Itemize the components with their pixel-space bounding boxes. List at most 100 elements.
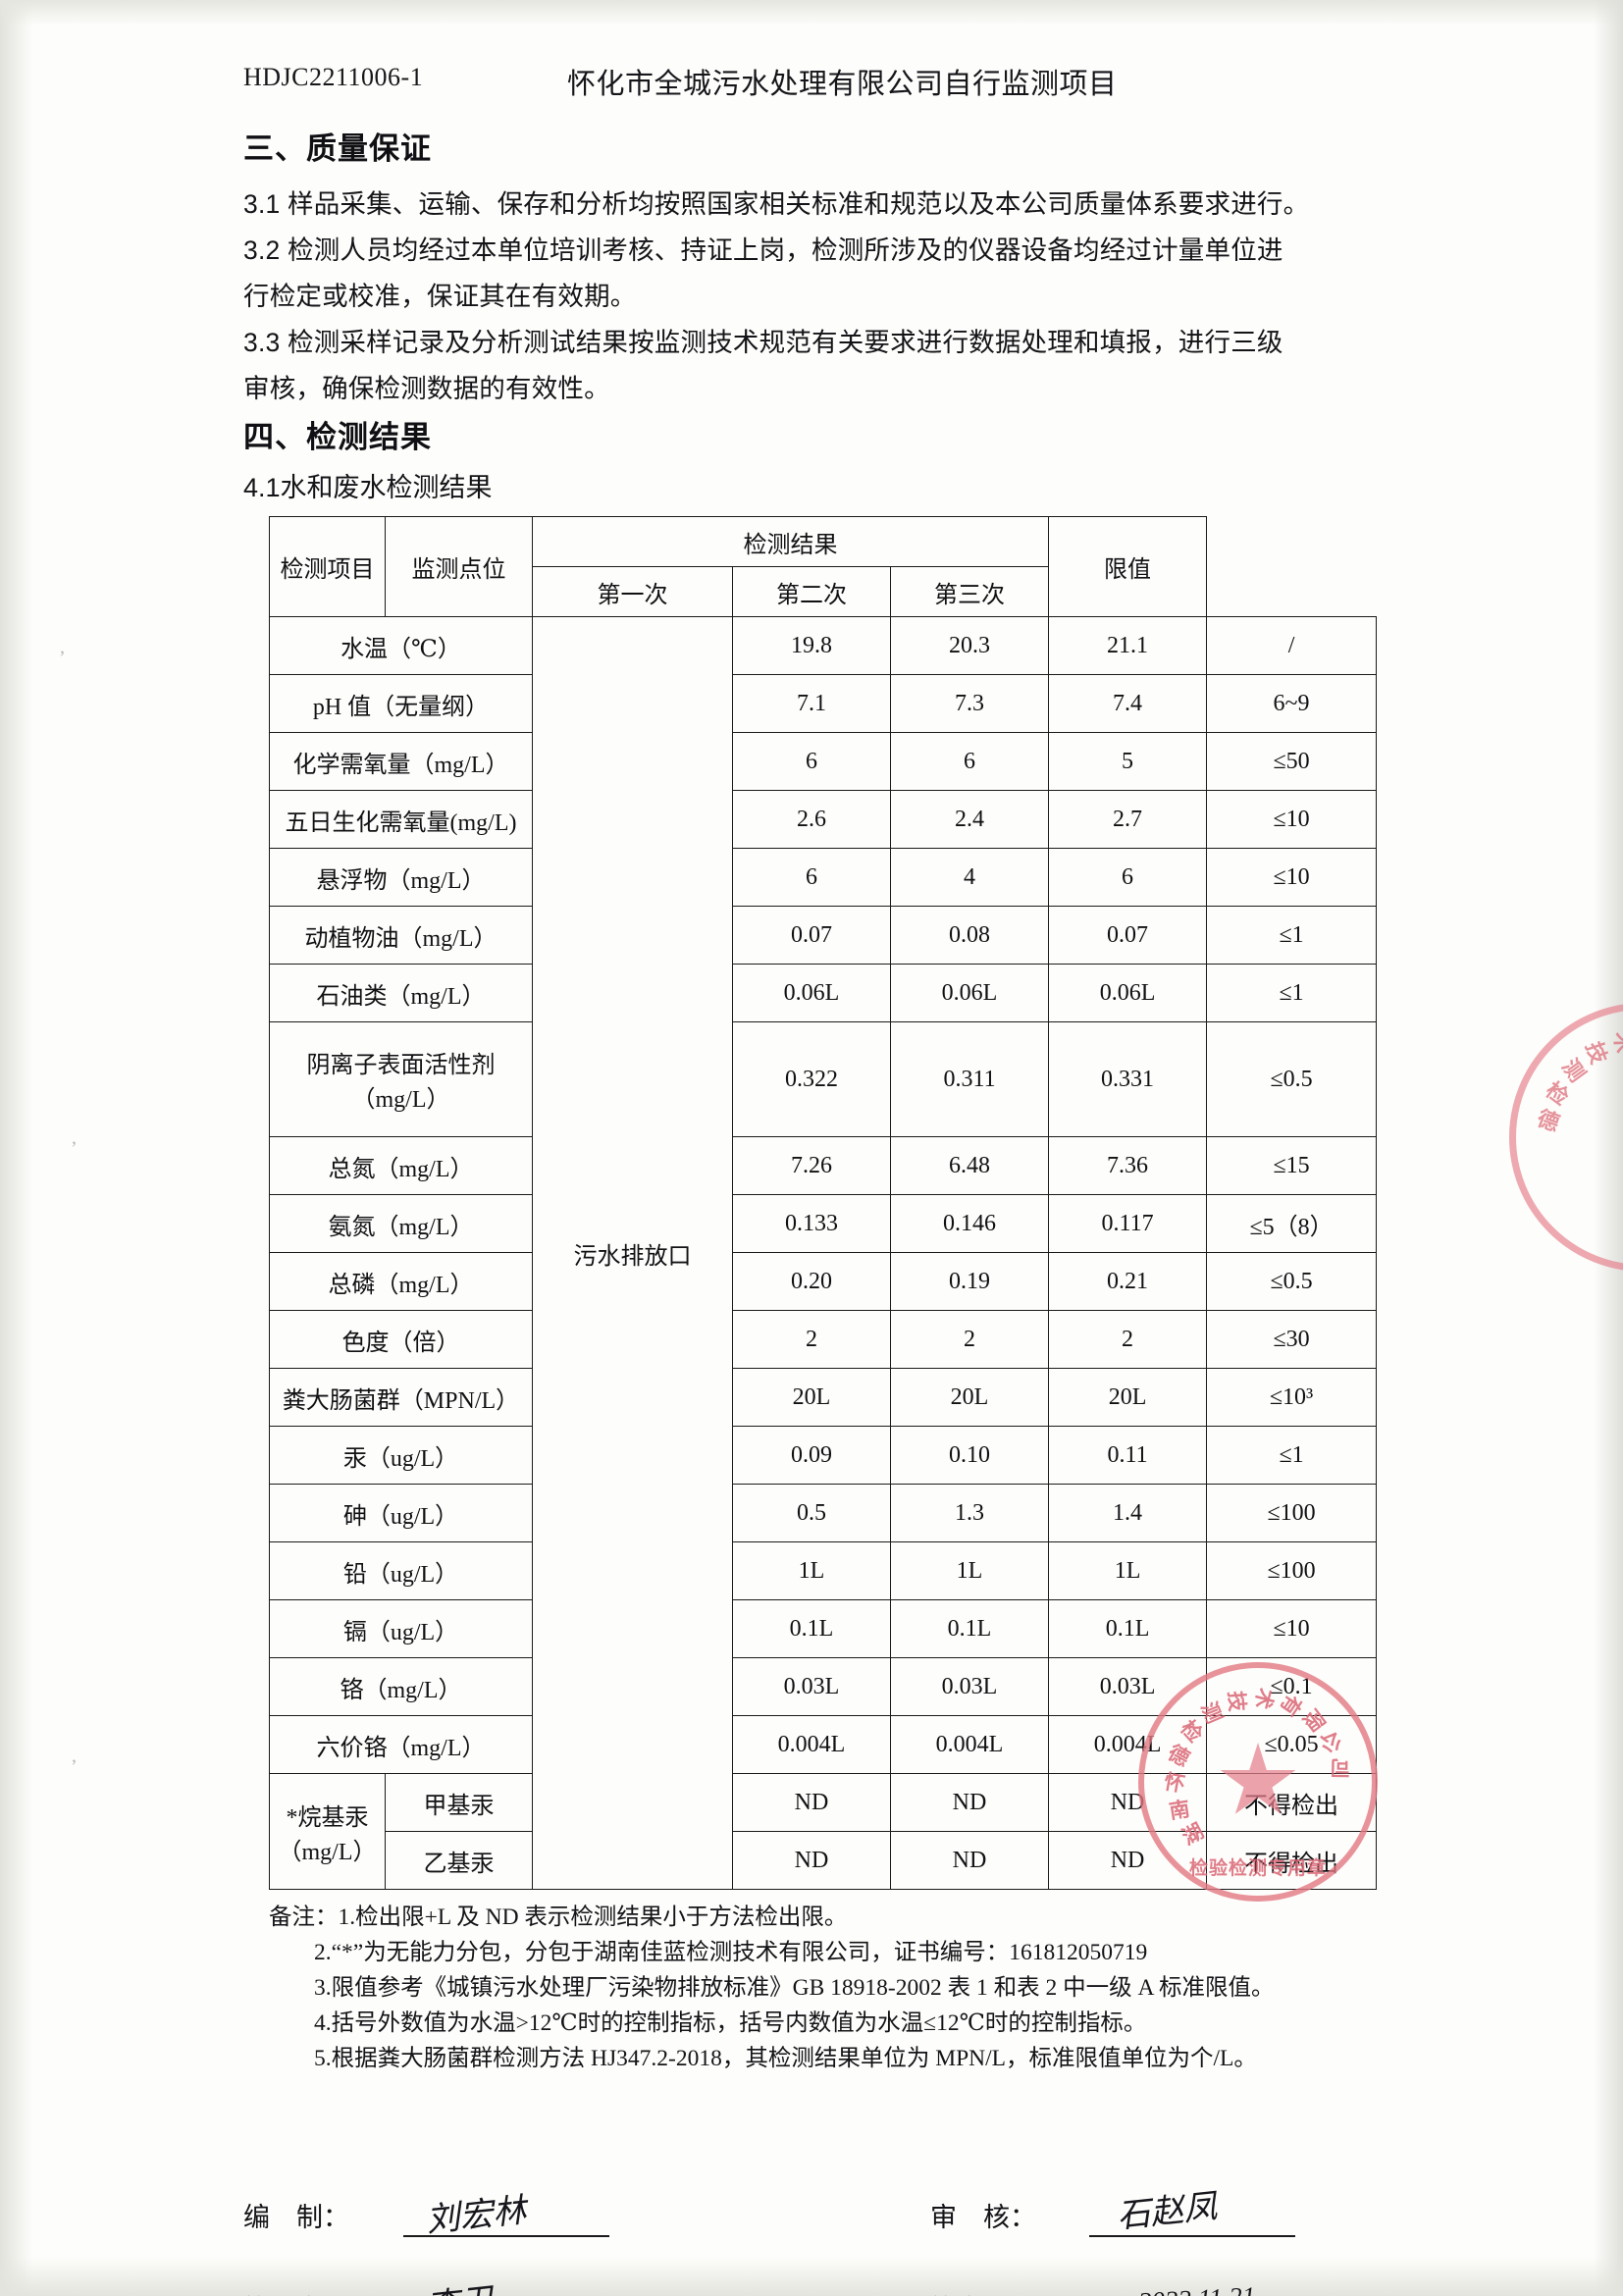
cell-test-item: 铬（mg/L）	[269, 1657, 533, 1716]
header-results-group: 检测结果	[531, 516, 1050, 567]
table-header-row-1: 检测项目 监测点位 检测结果 限值	[269, 516, 1377, 617]
cell-test-item: 总磷（mg/L）	[269, 1252, 533, 1311]
paragraph-3-2-line2: 行检定或校准，保证其在有效期。	[243, 282, 637, 311]
table-row: 阴离子表面活性剂 （mg/L） 0.322 0.311 0.331 ≤0.5	[269, 1021, 1378, 1137]
cell-result-3: 6	[1048, 848, 1208, 907]
table-row: 汞（ug/L） 0.09 0.10 0.11 ≤1	[269, 1426, 1378, 1485]
paragraph-3-3-line1: 3.3 检测采样记录及分析测试结果按监测技术规范有关要求进行数据处理和填报，进行…	[243, 328, 1283, 357]
cell-result-2: ND	[889, 1831, 1050, 1890]
table-row: 五日生化需氧量(mg/L) 2.6 2.4 2.7 ≤10	[269, 790, 1378, 849]
cell-result-2: 1L	[889, 1541, 1050, 1600]
cell-test-item: pH 值（无量纲）	[269, 674, 533, 733]
cell-result-1: 2	[732, 1310, 891, 1369]
cell-result-2: 4	[889, 848, 1050, 907]
cell-result-2: 2.4	[889, 790, 1050, 849]
table-row: 色度（倍） 2 2 2 ≤30	[269, 1310, 1378, 1369]
cell-limit: ≤0.5	[1206, 1252, 1378, 1311]
cell-result-1: 7.1	[732, 674, 891, 733]
cell-limit: ≤0.1	[1206, 1657, 1378, 1716]
cell-test-item: 石油类（mg/L）	[269, 964, 533, 1022]
cell-test-item: 乙基汞	[385, 1831, 533, 1890]
note-line-2: 2.“*”为无能力分包，分包于湖南佳蓝检测技术有限公司，证书编号：1618120…	[314, 1940, 1148, 1965]
header-monitoring-point: 监测点位	[385, 516, 533, 617]
note-line-4: 4.括号外数值为水温>12℃时的控制指标，括号内数值为水温≤12℃时的控制指标。	[314, 2010, 1147, 2036]
table-body: 水温（℃） 污水排放口 19.8 20.3 21.1/pH 值（无量纲） 7.1 7.3 7.…	[269, 616, 1378, 1890]
table-row: 六价铬（mg/L） 0.004L 0.004L 0.004L ≤0.05	[269, 1715, 1378, 1774]
cell-limit: 6~9	[1206, 674, 1378, 733]
cell-limit: ≤30	[1206, 1310, 1378, 1369]
cell-result-2: 0.06L	[889, 964, 1050, 1022]
cell-result-3: 21.1	[1048, 616, 1208, 675]
cell-result-1: 6	[732, 732, 891, 791]
cell-limit: ≤1	[1206, 964, 1378, 1022]
cell-result-3: 0.117	[1048, 1194, 1208, 1253]
cell-test-item: 汞（ug/L）	[269, 1426, 533, 1485]
table-row: 总氮（mg/L） 7.26 6.48 7.36 ≤15	[269, 1136, 1378, 1195]
table-row: 镉（ug/L） 0.1L 0.1L 0.1L ≤10	[269, 1599, 1378, 1658]
cell-result-2: 0.03L	[889, 1657, 1050, 1716]
paragraph-3-1: 3.1 样品采集、运输、保存和分析均按照国家相关标准和规范以及本公司质量体系要求…	[243, 189, 1310, 219]
header-result-2: 第二次	[732, 566, 891, 617]
table-row: 化学需氧量（mg/L） 6 6 5 ≤50	[269, 732, 1378, 791]
cell-result-2: 20L	[889, 1368, 1050, 1427]
cell-result-1: 0.03L	[732, 1657, 891, 1716]
prepared-by-line	[403, 2235, 609, 2237]
cell-result-1: 2.6	[732, 790, 891, 849]
cell-result-2: ND	[889, 1773, 1050, 1832]
header-item: 检测项目	[269, 516, 386, 617]
cell-result-2: 0.311	[889, 1021, 1050, 1137]
cell-limit: ≤1	[1206, 906, 1378, 965]
cell-test-item: 化学需氧量（mg/L）	[269, 732, 533, 791]
cell-result-2: 0.004L	[889, 1715, 1050, 1774]
reviewed-by-signature: 石赵凤	[1115, 2188, 1220, 2236]
cell-test-item: 色度（倍）	[269, 1310, 533, 1369]
cell-result-2: 0.08	[889, 906, 1050, 965]
cell-test-item: 粪大肠菌群（MPN/L）	[269, 1368, 533, 1427]
cell-limit: ≤100	[1206, 1541, 1378, 1600]
cell-result-2: 0.1L	[889, 1599, 1050, 1658]
cell-limit: ≤10	[1206, 1599, 1378, 1658]
cell-limit: ≤0.05	[1206, 1715, 1378, 1774]
table-row: 铅（ug/L） 1L 1L 1L ≤100	[269, 1541, 1378, 1600]
section-3-heading: 三、质量保证	[243, 131, 432, 166]
cell-result-2: 6.48	[889, 1136, 1050, 1195]
section-4-heading: 四、检测结果	[243, 420, 432, 454]
cell-result-3: ND	[1048, 1773, 1208, 1832]
cell-result-3: 5	[1048, 732, 1208, 791]
table-row: 砷（ug/L） 0.5 1.3 1.4 ≤100	[269, 1484, 1378, 1542]
cell-result-1: ND	[732, 1773, 891, 1832]
cell-result-3: 0.21	[1048, 1252, 1208, 1311]
table-row: 石油类（mg/L） 0.06L 0.06L 0.06L ≤1	[269, 964, 1378, 1022]
table-row: 总磷（mg/L） 0.20 0.19 0.21 ≤0.5	[269, 1252, 1378, 1311]
cell-result-3: 0.331	[1048, 1021, 1208, 1137]
issue-date-label: 签发日期：	[930, 2288, 1063, 2296]
section-3-body: 3.1 样品采集、运输、保存和分析均按照国家相关标准和规范以及本公司质量体系要求…	[243, 182, 1387, 412]
note-line-3: 3.限值参考《城镇污水处理厂污染物排放标准》GB 18918-2002 表 1 …	[314, 1975, 1275, 2001]
cell-test-item: 总氮（mg/L）	[269, 1136, 533, 1195]
table-row: 铬（mg/L） 0.03L 0.03L 0.03L ≤0.1	[269, 1657, 1378, 1716]
section-4-1-subheading: 4.1水和废水检测结果	[243, 473, 493, 502]
cell-result-3: 2.7	[1048, 790, 1208, 849]
cell-limit: ≤10	[1206, 848, 1378, 907]
cell-result-3: ND	[1048, 1831, 1208, 1890]
water-test-results-table: 检测项目 监测点位 检测结果 限值 第一次 第二次 第三次 水温（℃） 污水排放口…	[269, 516, 1378, 1890]
cell-limit: ≤15	[1206, 1136, 1378, 1195]
cell-result-1: 0.06L	[732, 964, 891, 1022]
cell-result-2: 6	[889, 732, 1050, 791]
cell-monitoring-point: 污水排放口	[532, 616, 733, 1890]
scan-artifact-mark: ʼ	[71, 1756, 78, 1778]
cell-limit: ≤100	[1206, 1484, 1378, 1542]
cell-result-3: 0.1L	[1048, 1599, 1208, 1658]
cell-result-3: 7.4	[1048, 674, 1208, 733]
scan-artifact-mark: ʼ	[59, 648, 66, 669]
cell-test-item: 氨氮（mg/L）	[269, 1194, 533, 1253]
cell-result-1: 0.004L	[732, 1715, 891, 1774]
cell-test-item: 铅（ug/L）	[269, 1541, 533, 1600]
cell-test-item: 五日生化需氧量(mg/L)	[269, 790, 533, 849]
cell-result-1: 6	[732, 848, 891, 907]
cell-result-1: 0.07	[732, 906, 891, 965]
cell-result-3: 0.07	[1048, 906, 1208, 965]
cell-result-2: 0.19	[889, 1252, 1050, 1311]
